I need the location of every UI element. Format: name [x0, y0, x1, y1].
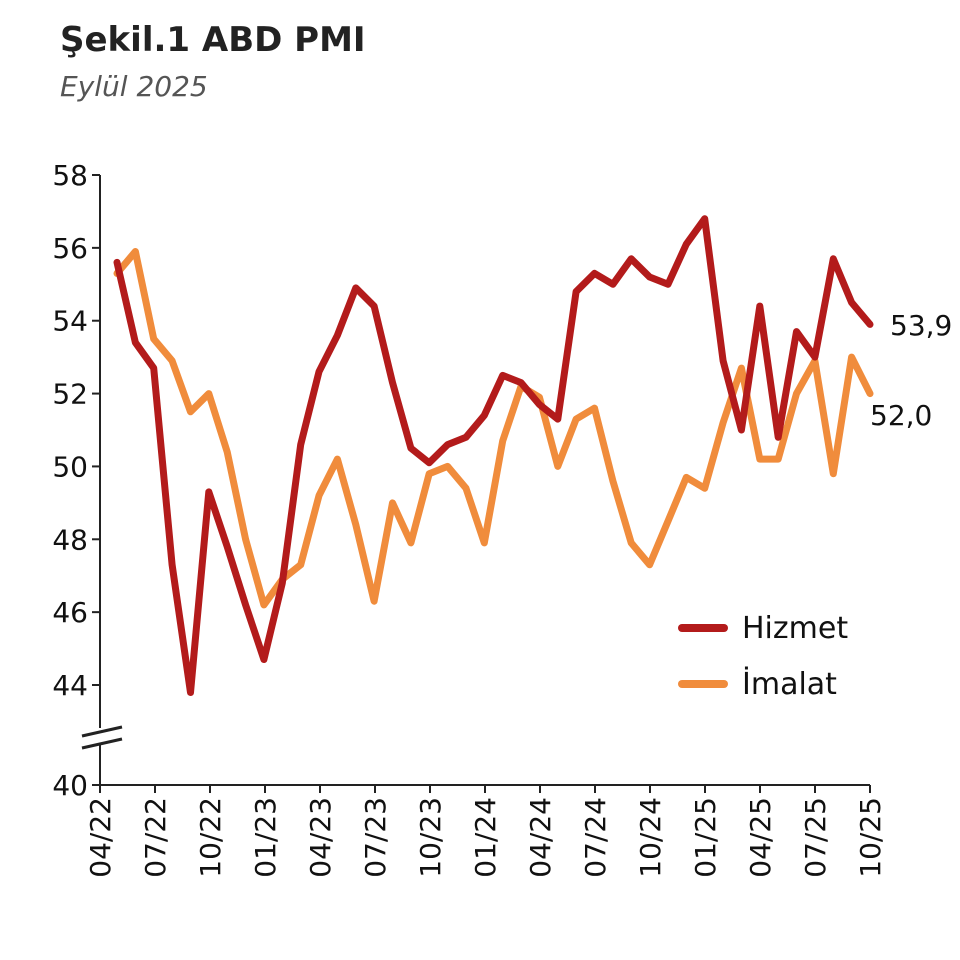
- y-tick-label: 56: [52, 232, 88, 265]
- x-tick-label: 10/22: [194, 797, 227, 878]
- x-tick-label: 07/22: [139, 797, 172, 878]
- legend-label: Hizmet: [742, 611, 848, 646]
- y-axis-labels: 40 44 46 48 50 52 54 56 58: [52, 159, 88, 802]
- axes: [81, 174, 871, 793]
- chart-title: Şekil.1 ABD PMI: [60, 20, 366, 60]
- legend-label: İmalat: [742, 666, 837, 702]
- chart-subtitle: Eylül 2025: [60, 70, 208, 103]
- y-tick-label: 50: [52, 450, 88, 483]
- x-tick-label: 10/25: [854, 797, 887, 878]
- y-tick-label: 52: [52, 378, 88, 411]
- x-tick-label: 01/25: [689, 797, 722, 878]
- x-tick-label: 04/22: [84, 797, 117, 878]
- y-tick-label: 48: [52, 523, 88, 556]
- x-tick-label: 10/24: [634, 797, 667, 878]
- series-line-imalat: [113, 248, 874, 609]
- x-tick-label: 07/25: [799, 797, 832, 878]
- y-tick-label: 40: [52, 769, 88, 802]
- y-tick-label: 54: [52, 305, 88, 338]
- series-line-hizmet: [113, 215, 874, 696]
- x-tick-label: 04/24: [524, 797, 557, 878]
- x-tick-label: 04/25: [744, 797, 777, 878]
- axis-break-mark: [81, 725, 123, 738]
- x-tick-label: 10/23: [414, 797, 447, 878]
- y-tick-label: 44: [52, 669, 88, 702]
- end-value-label: 52,0: [870, 399, 932, 432]
- x-tick-label: 01/23: [249, 797, 282, 878]
- series-lines: [113, 215, 874, 696]
- x-tick-label: 01/24: [469, 797, 502, 878]
- legend: Hizmet İmalat: [678, 611, 848, 702]
- y-tick-label: 46: [52, 596, 88, 629]
- axis-break-mark: [81, 737, 123, 750]
- end-value-label: 53,9: [890, 309, 952, 342]
- y-tick-label: 58: [52, 159, 88, 192]
- end-labels: 53,9 52,0: [870, 309, 952, 432]
- x-axis-labels: 04/22 07/22 10/22 01/23 04/23 07/23 10/23 01/24…: [84, 797, 887, 878]
- x-tick-label: 07/24: [579, 797, 612, 878]
- x-tick-label: 07/23: [359, 797, 392, 878]
- x-tick-label: 04/23: [304, 797, 337, 878]
